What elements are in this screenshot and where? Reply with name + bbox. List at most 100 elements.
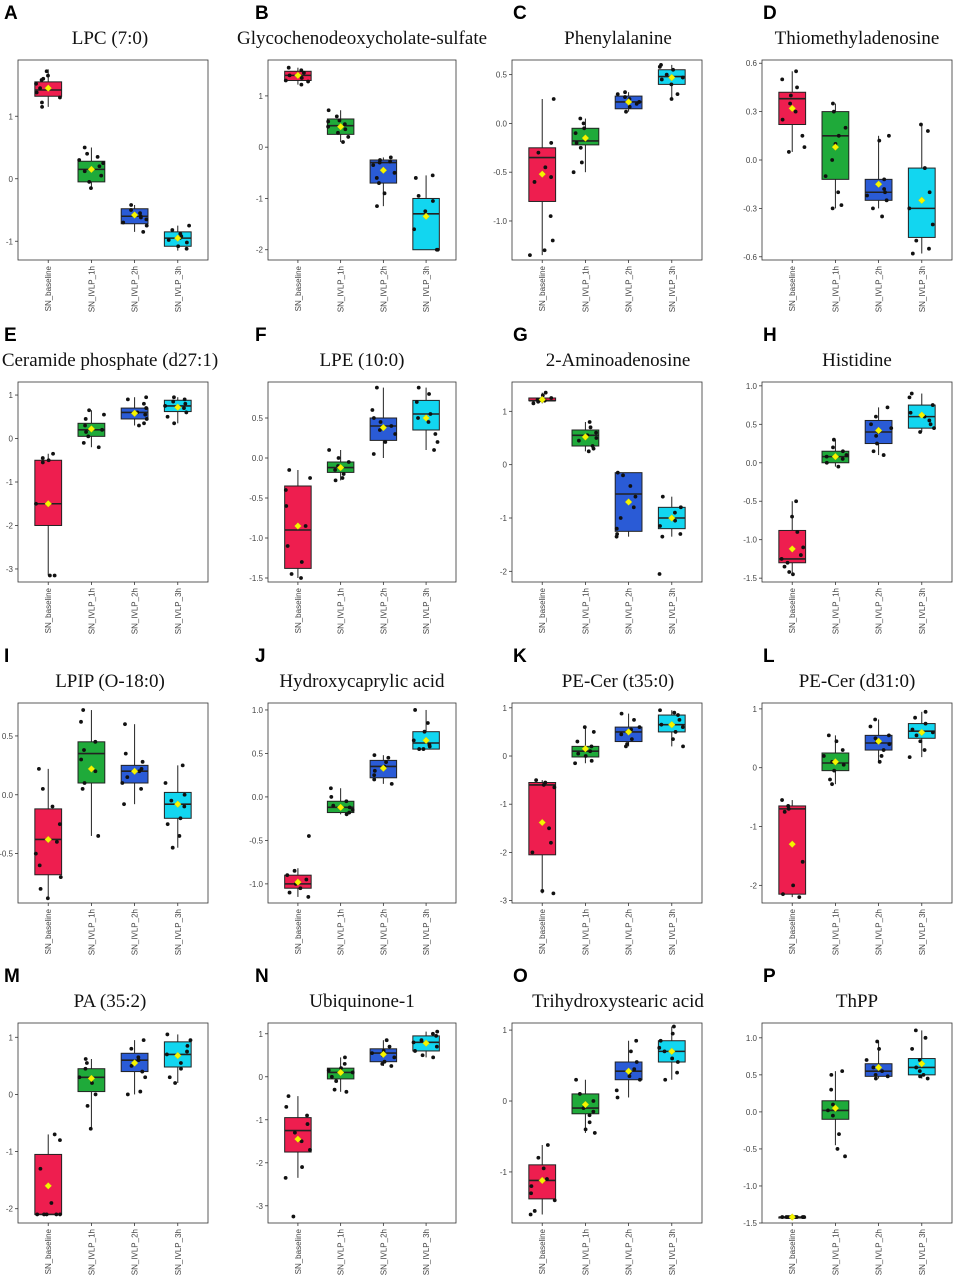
panel-letter: B (255, 3, 269, 24)
data-point (545, 1177, 549, 1181)
data-point (877, 138, 882, 143)
data-point (370, 1051, 374, 1056)
data-point (794, 69, 798, 74)
data-point (545, 1143, 550, 1147)
data-point (574, 1077, 578, 1082)
y-tick-label: -0.5 (0, 850, 14, 859)
data-point (657, 1045, 662, 1050)
data-point (927, 190, 932, 195)
y-tick-label: 0.0 (746, 1108, 758, 1117)
data-point (35, 1212, 40, 1217)
data-point (798, 553, 803, 557)
data-point (77, 1075, 82, 1080)
data-point (802, 1215, 806, 1219)
x-category-label: SN_baseline (788, 1228, 797, 1274)
data-point (786, 150, 791, 154)
mean-marker (581, 134, 590, 142)
data-point (831, 109, 836, 114)
data-point (672, 1024, 676, 1029)
data-point (289, 572, 294, 576)
data-point (387, 1044, 392, 1049)
data-point (40, 100, 44, 105)
data-point (308, 476, 312, 480)
data-point (582, 725, 587, 729)
data-point (50, 804, 55, 809)
x-category-label: SN_IVLP_1h (337, 1229, 346, 1275)
data-point (658, 1038, 663, 1043)
x-category-label: SN_IVLP_3h (422, 909, 431, 955)
y-tick-label: 0 (9, 175, 14, 184)
y-tick-label: -1 (256, 194, 264, 203)
mean-marker (44, 835, 52, 844)
data-point (341, 472, 346, 476)
data-point (421, 747, 426, 751)
data-point (831, 101, 835, 106)
y-tick-label: -3 (500, 897, 508, 906)
data-point (869, 422, 873, 427)
data-point (928, 422, 933, 427)
data-point (54, 1212, 59, 1217)
data-point (547, 826, 551, 831)
data-point (329, 1074, 334, 1079)
data-point (550, 238, 555, 243)
panel-H: H Histidine -1.5 -1.0 -0.5 0.0 0.5 1.0 SN_baseli… (743, 325, 953, 634)
data-point (571, 170, 576, 175)
data-point (285, 544, 290, 548)
mean-marker (174, 234, 182, 242)
data-point (165, 822, 170, 827)
data-point (673, 518, 677, 523)
y-tick-label: 1.0 (252, 706, 264, 715)
data-point (677, 717, 682, 722)
data-point (923, 721, 928, 726)
y-tick-label: -0.5 (249, 494, 263, 503)
data-point (84, 430, 88, 434)
data-point (591, 1109, 596, 1114)
data-point (428, 412, 433, 416)
y-tick-label: 1 (9, 1033, 14, 1042)
data-point (824, 460, 829, 465)
data-point (125, 397, 130, 402)
x-category-label: SN_IVLP_2h (379, 1229, 388, 1275)
mean-marker (87, 1074, 96, 1083)
mean-marker (581, 433, 590, 441)
data-point (182, 397, 187, 402)
data-point (99, 173, 104, 178)
data-point (292, 868, 297, 873)
mean-marker (87, 165, 96, 174)
data-point (925, 1076, 930, 1081)
x-category-label: SN_baseline (538, 1228, 547, 1274)
data-point (326, 124, 331, 129)
data-point (588, 425, 593, 430)
panel-letter: M (4, 966, 20, 987)
x-category-label: SN_baseline (44, 265, 53, 311)
data-point (918, 739, 923, 744)
data-point (298, 886, 303, 891)
data-point (576, 751, 581, 756)
data-point (782, 809, 787, 814)
data-point (794, 499, 799, 504)
mean-marker (174, 800, 182, 808)
data-point (416, 193, 421, 198)
data-point (183, 401, 188, 406)
plot-frame (511, 381, 703, 583)
x-category-label: SN_baseline (294, 587, 303, 633)
data-point (907, 206, 912, 211)
data-point (672, 710, 677, 715)
data-point (38, 86, 42, 91)
data-point (909, 391, 914, 396)
data-point (287, 468, 292, 472)
data-point (384, 760, 388, 765)
data-point (873, 1072, 878, 1077)
y-tick-label: -1.5 (743, 1219, 757, 1228)
data-point (880, 1069, 884, 1074)
data-point (660, 534, 665, 539)
data-point (137, 423, 141, 428)
data-point (680, 75, 685, 80)
x-category-label: SN_IVLP_2h (131, 909, 140, 955)
data-point (659, 77, 664, 82)
x-category-label: SN_IVLP_3h (668, 588, 677, 634)
panel-letter: A (4, 3, 18, 24)
data-point (914, 238, 919, 243)
panel-title: 2-Aminoadenosine (546, 350, 691, 371)
panel-title: Ubiquinone-1 (309, 991, 415, 1012)
